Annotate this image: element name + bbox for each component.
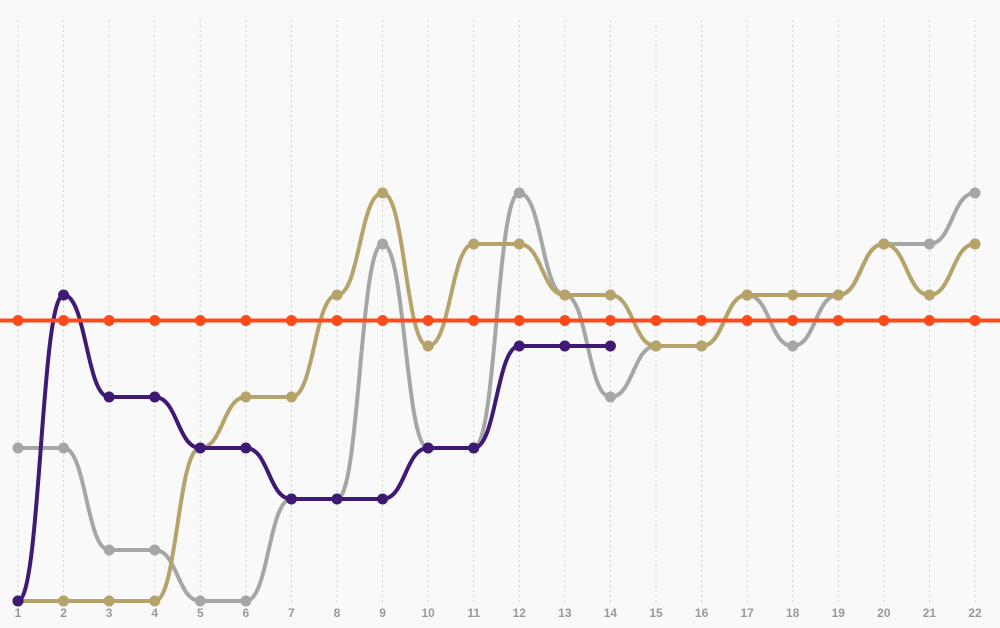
x-tick-label: 7 — [288, 606, 295, 620]
data-point — [377, 187, 389, 199]
data-point — [559, 289, 571, 301]
data-point — [149, 544, 161, 556]
x-tick-label: 2 — [60, 606, 67, 620]
data-point — [513, 238, 525, 250]
data-point — [422, 315, 434, 326]
data-point — [513, 187, 525, 199]
data-point — [468, 315, 480, 326]
data-point — [103, 315, 115, 326]
x-tick-label: 1 — [15, 606, 22, 620]
x-tick-label: 5 — [197, 606, 204, 620]
x-tick-label: 20 — [877, 606, 891, 620]
data-point — [878, 315, 890, 326]
data-point — [923, 315, 935, 326]
x-tick-label: 9 — [379, 606, 386, 620]
data-point — [377, 493, 389, 505]
data-point — [787, 289, 799, 301]
data-point — [468, 238, 480, 250]
data-point — [696, 340, 708, 352]
data-point — [58, 289, 70, 301]
data-point — [103, 391, 115, 403]
data-point — [422, 442, 434, 454]
data-point — [741, 289, 753, 301]
data-point — [285, 315, 297, 326]
data-point — [969, 187, 981, 199]
data-point — [513, 315, 525, 326]
data-point — [331, 315, 343, 326]
data-point — [58, 442, 70, 454]
data-point — [103, 595, 115, 607]
data-point — [696, 315, 708, 326]
data-point — [12, 442, 24, 454]
data-point — [650, 340, 662, 352]
data-point — [559, 315, 571, 326]
data-point — [103, 544, 115, 556]
data-point — [604, 289, 616, 301]
x-tick-label: 19 — [832, 606, 846, 620]
data-point — [240, 315, 252, 326]
data-point — [422, 340, 434, 352]
x-tick-label: 8 — [334, 606, 341, 620]
x-tick-label: 4 — [151, 606, 158, 620]
data-point — [787, 315, 799, 326]
data-point — [923, 238, 935, 250]
data-point — [285, 493, 297, 505]
data-point — [58, 315, 70, 326]
x-tick-label: 6 — [243, 606, 250, 620]
data-point — [650, 315, 662, 326]
x-tick-label: 17 — [740, 606, 754, 620]
data-point — [604, 391, 616, 403]
data-point — [878, 238, 890, 250]
data-point — [149, 315, 161, 326]
data-point — [331, 493, 343, 505]
data-point — [240, 442, 252, 454]
data-point — [194, 595, 206, 607]
x-tick-label: 22 — [968, 606, 982, 620]
data-point — [285, 391, 297, 403]
data-point — [832, 315, 844, 326]
x-tick-label: 14 — [604, 606, 618, 620]
data-point — [240, 595, 252, 607]
data-point — [468, 442, 480, 454]
x-tick-label: 3 — [106, 606, 113, 620]
data-point — [559, 340, 571, 352]
data-point — [604, 315, 616, 326]
x-tick-label: 12 — [513, 606, 527, 620]
x-tick-label: 13 — [558, 606, 572, 620]
x-tick-label: 21 — [923, 606, 937, 620]
data-point — [240, 391, 252, 403]
x-tick-label: 16 — [695, 606, 709, 620]
series-line — [18, 190, 976, 603]
data-point — [58, 595, 70, 607]
data-point — [787, 340, 799, 352]
data-point — [149, 595, 161, 607]
x-tick-label: 10 — [421, 606, 435, 620]
x-tick-label: 18 — [786, 606, 800, 620]
data-point — [969, 315, 981, 326]
data-point — [969, 238, 981, 250]
data-point — [604, 340, 616, 352]
data-point — [377, 238, 389, 250]
data-point — [377, 315, 389, 326]
data-point — [832, 289, 844, 301]
data-point — [194, 315, 206, 326]
x-tick-label: 15 — [649, 606, 663, 620]
data-point — [194, 442, 206, 454]
data-point — [331, 289, 343, 301]
data-point — [923, 289, 935, 301]
x-tick-label: 11 — [467, 606, 480, 620]
data-point — [12, 315, 24, 326]
data-point — [149, 391, 161, 403]
data-point — [12, 595, 24, 607]
data-point — [513, 340, 525, 352]
data-point — [741, 315, 753, 326]
